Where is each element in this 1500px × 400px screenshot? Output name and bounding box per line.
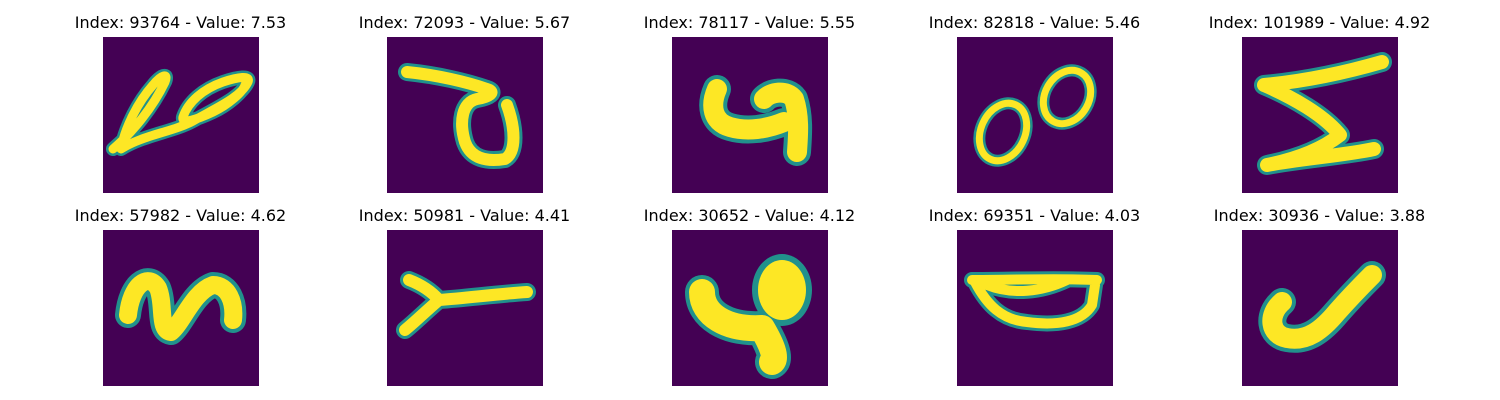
panel-title: Index: 30936 - Value: 3.88 [1213,206,1426,225]
panel-1: Index: 93764 - Value: 7.53 [38,12,323,202]
panel-10: Index: 30936 - Value: 3.88 [1177,205,1462,395]
digit-image [102,230,259,386]
panel-title: Index: 93764 - Value: 7.53 [74,13,287,32]
panel-8: Index: 30652 - Value: 4.12 [607,205,892,395]
digit-image [956,230,1113,386]
digit-image [1241,230,1398,386]
digit-image [386,230,543,386]
digit-image [956,37,1113,193]
panel-title: Index: 82818 - Value: 5.46 [928,13,1141,32]
digit-image [671,230,828,386]
digit-image [102,37,259,193]
panel-6: Index: 57982 - Value: 4.62 [38,205,323,395]
panel-2: Index: 72093 - Value: 5.67 [322,12,607,202]
panel-9: Index: 69351 - Value: 4.03 [892,205,1177,395]
digit-image [386,37,543,193]
panel-title: Index: 78117 - Value: 5.55 [643,13,856,32]
panel-7: Index: 50981 - Value: 4.41 [322,205,607,395]
panel-title: Index: 50981 - Value: 4.41 [358,206,571,225]
panel-3: Index: 78117 - Value: 5.55 [607,12,892,202]
panel-title: Index: 101989 - Value: 4.92 [1208,13,1431,32]
panel-title: Index: 69351 - Value: 4.03 [928,206,1141,225]
panel-5: Index: 101989 - Value: 4.92 [1177,12,1462,202]
panel-title: Index: 57982 - Value: 4.62 [74,206,287,225]
panel-4: Index: 82818 - Value: 5.46 [892,12,1177,202]
panel-title: Index: 30652 - Value: 4.12 [643,206,856,225]
digit-image [1241,37,1398,193]
digit-image [671,37,828,193]
panel-title: Index: 72093 - Value: 5.67 [358,13,571,32]
